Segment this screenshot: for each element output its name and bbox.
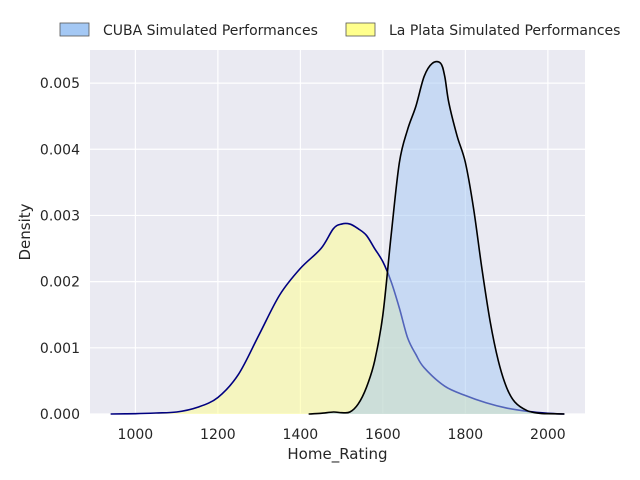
y-tick-label: 0.005 bbox=[40, 76, 80, 92]
density-areas bbox=[110, 60, 565, 415]
y-tick-label: 0.000 bbox=[40, 407, 80, 423]
legend-swatch-la-plata bbox=[345, 22, 376, 37]
y-tick-label: 0.001 bbox=[40, 341, 80, 357]
x-tick-label: 1200 bbox=[200, 427, 236, 443]
x-tick-label: 1600 bbox=[365, 427, 401, 443]
legend-label-cuba: CUBA Simulated Performances bbox=[103, 23, 318, 39]
la-plata-density-area bbox=[110, 223, 565, 414]
y-tick-label: 0.004 bbox=[40, 142, 80, 158]
legend-swatch-cuba bbox=[59, 22, 90, 37]
x-axis-ticks: 1000 1200 1400 1600 1800 2000 bbox=[118, 427, 566, 443]
x-tick-label: 1400 bbox=[283, 427, 319, 443]
y-tick-label: 0.003 bbox=[40, 208, 80, 224]
cuba-density-line bbox=[308, 60, 565, 415]
legend: CUBA Simulated Performances La Plata Simu… bbox=[59, 22, 620, 39]
x-axis-label: Home_Rating bbox=[287, 445, 387, 464]
x-tick-label: 1000 bbox=[118, 427, 154, 443]
y-axis-ticks: 0.000 0.001 0.002 0.003 0.004 0.005 bbox=[40, 76, 80, 423]
x-tick-label: 2000 bbox=[530, 427, 566, 443]
grid bbox=[90, 50, 585, 415]
legend-label-la-plata: La Plata Simulated Performances bbox=[389, 23, 620, 39]
x-tick-label: 1800 bbox=[448, 427, 484, 443]
y-axis-label: Density bbox=[16, 203, 34, 260]
cuba-density-area bbox=[308, 61, 565, 415]
y-tick-label: 0.002 bbox=[40, 275, 80, 291]
